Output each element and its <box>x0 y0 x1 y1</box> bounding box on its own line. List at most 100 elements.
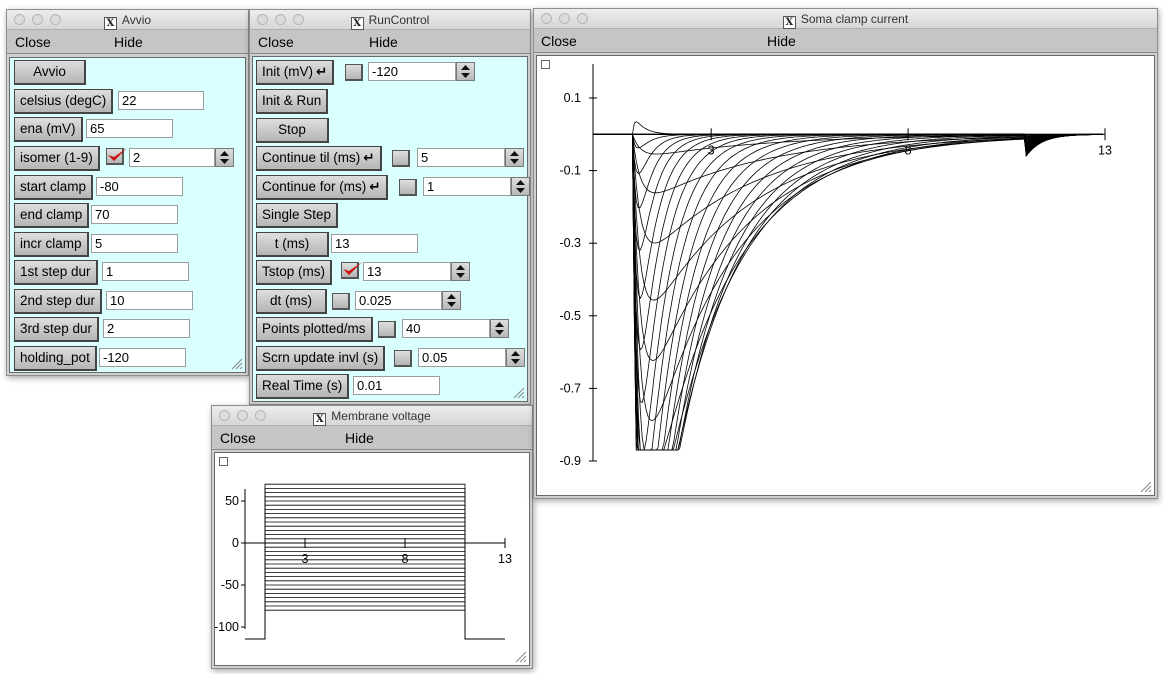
dt-field[interactable]: 0.025 <box>355 291 442 310</box>
tstop-checkbox[interactable] <box>341 262 362 279</box>
real-time-button[interactable]: Real Time (s) <box>256 374 350 399</box>
spinner-arrows-icon <box>516 180 525 193</box>
graph-menu-box[interactable] <box>541 60 550 69</box>
zoom-dot[interactable] <box>293 14 304 25</box>
zoom-dot[interactable] <box>50 14 61 25</box>
scrn-update-checkbox[interactable] <box>394 350 412 367</box>
continue-for-field[interactable]: 1 <box>423 177 511 196</box>
continue-til-field[interactable]: 5 <box>417 148 505 167</box>
param-button[interactable]: isomer (1-9) <box>14 146 100 171</box>
param-button[interactable]: celsius (degC) <box>14 89 114 114</box>
continue-for-checkbox[interactable] <box>399 179 417 196</box>
init-label: Init (mV) <box>262 64 314 79</box>
membrane-axes: 50 0 -50 -100 3 8 13 <box>215 489 512 634</box>
continue-for-button[interactable]: Continue for (ms) ↵ <box>256 175 388 200</box>
close-menu[interactable]: Close <box>541 33 577 49</box>
tstop-spinner[interactable] <box>451 262 470 281</box>
param-button[interactable]: 3rd step dur <box>14 317 100 342</box>
points-plotted-checkbox[interactable] <box>378 321 396 338</box>
resize-grip-icon[interactable] <box>231 358 243 370</box>
dt-button[interactable]: dt (ms) <box>256 289 327 314</box>
init-run-button[interactable]: Init & Run <box>256 89 329 114</box>
avvio-titlebar[interactable]: X Avvio <box>7 10 248 30</box>
param-button[interactable]: 2nd step dur <box>14 289 103 314</box>
avvio-window: X Avvio Close Hide Avvio celsius (degC) 2… <box>6 9 249 376</box>
close-menu[interactable]: Close <box>15 34 51 50</box>
param-button[interactable]: 1st step dur <box>14 260 98 285</box>
hide-menu[interactable]: Hide <box>345 430 374 446</box>
membrane-titlebar[interactable]: X Membrane voltage <box>212 406 532 426</box>
real-time-field[interactable]: 0.01 <box>353 376 440 395</box>
runcontrol-titlebar[interactable]: X RunControl <box>250 10 530 30</box>
dt-spinner[interactable] <box>442 291 461 310</box>
init-checkbox[interactable] <box>345 64 363 81</box>
hide-menu[interactable]: Hide <box>114 34 143 50</box>
close-dot[interactable] <box>257 14 268 25</box>
t-field[interactable]: 13 <box>331 234 418 253</box>
scrn-update-button[interactable]: Scrn update invl (s) <box>256 346 386 371</box>
points-plotted-field[interactable]: 40 <box>402 319 490 338</box>
param-field[interactable]: 70 <box>91 205 178 224</box>
close-dot[interactable] <box>541 13 552 24</box>
points-plotted-button[interactable]: Points plotted/ms <box>256 317 373 342</box>
param-field[interactable]: 5 <box>91 234 178 253</box>
resize-grip-icon[interactable] <box>515 651 527 663</box>
param-field[interactable]: -120 <box>99 348 186 367</box>
minimize-dot[interactable] <box>237 410 248 421</box>
voltage-trace <box>245 492 505 640</box>
soma-titlebar[interactable]: X Soma clamp current <box>534 9 1157 29</box>
param-field[interactable]: 10 <box>106 291 193 310</box>
param-field[interactable]: 65 <box>86 119 173 138</box>
isomer-spinner[interactable] <box>215 148 234 167</box>
hide-menu[interactable]: Hide <box>767 33 796 49</box>
x11-icon: X <box>350 17 364 30</box>
dt-checkbox[interactable] <box>332 293 350 310</box>
isomer-checkbox[interactable] <box>106 148 127 165</box>
continue-til-checkbox[interactable] <box>392 150 410 167</box>
voltage-trace <box>245 601 505 640</box>
minimize-dot[interactable] <box>32 14 43 25</box>
membrane-graph: 50 0 -50 -100 3 8 13 <box>214 452 530 666</box>
param-button[interactable]: end clamp <box>14 203 90 228</box>
runcontrol-menubar: Close Hide <box>250 30 530 54</box>
param-field[interactable]: 22 <box>118 91 204 110</box>
init-field[interactable]: -120 <box>368 62 456 81</box>
t-button[interactable]: t (ms) <box>256 232 329 257</box>
continue-til-spinner[interactable] <box>505 148 524 167</box>
param-field[interactable]: 1 <box>102 262 189 281</box>
scrn-update-spinner[interactable] <box>506 348 525 367</box>
spinner-arrows-icon <box>447 294 456 307</box>
tstop-button[interactable]: Tstop (ms) <box>256 260 333 285</box>
param-field[interactable]: -80 <box>96 177 183 196</box>
init-spinner[interactable] <box>456 62 475 81</box>
param-button[interactable]: holding_pot <box>14 346 97 371</box>
points-plotted-spinner[interactable] <box>490 319 509 338</box>
init-button[interactable]: Init (mV) ↵ <box>256 60 335 85</box>
scrn-update-field[interactable]: 0.05 <box>418 348 506 367</box>
close-dot[interactable] <box>219 410 230 421</box>
resize-grip-icon[interactable] <box>1140 481 1152 493</box>
avvio-button[interactable]: Avvio <box>14 60 86 85</box>
zoom-dot[interactable] <box>577 13 588 24</box>
param-button[interactable]: incr clamp <box>14 232 89 257</box>
tstop-field[interactable]: 13 <box>363 262 451 281</box>
current-trace <box>593 133 1104 422</box>
param-field[interactable]: 2 <box>129 148 215 167</box>
zoom-dot[interactable] <box>255 410 266 421</box>
single-step-button[interactable]: Single Step <box>256 203 339 228</box>
close-menu[interactable]: Close <box>220 430 256 446</box>
param-field[interactable]: 2 <box>103 319 190 338</box>
minimize-dot[interactable] <box>275 14 286 25</box>
param-button[interactable]: ena (mV) <box>14 117 83 142</box>
hide-menu[interactable]: Hide <box>369 34 398 50</box>
close-menu[interactable]: Close <box>258 34 294 50</box>
param-button[interactable]: start clamp <box>14 175 94 200</box>
minimize-dot[interactable] <box>559 13 570 24</box>
continue-for-spinner[interactable] <box>511 177 530 196</box>
runcontrol-window: X RunControl Close Hide Init (mV) ↵ -120 I… <box>249 9 531 405</box>
resize-grip-icon[interactable] <box>513 387 525 399</box>
continue-til-button[interactable]: Continue til (ms) ↵ <box>256 146 382 171</box>
stop-button[interactable]: Stop <box>256 118 329 143</box>
graph-menu-box[interactable] <box>219 457 228 466</box>
close-dot[interactable] <box>14 14 25 25</box>
